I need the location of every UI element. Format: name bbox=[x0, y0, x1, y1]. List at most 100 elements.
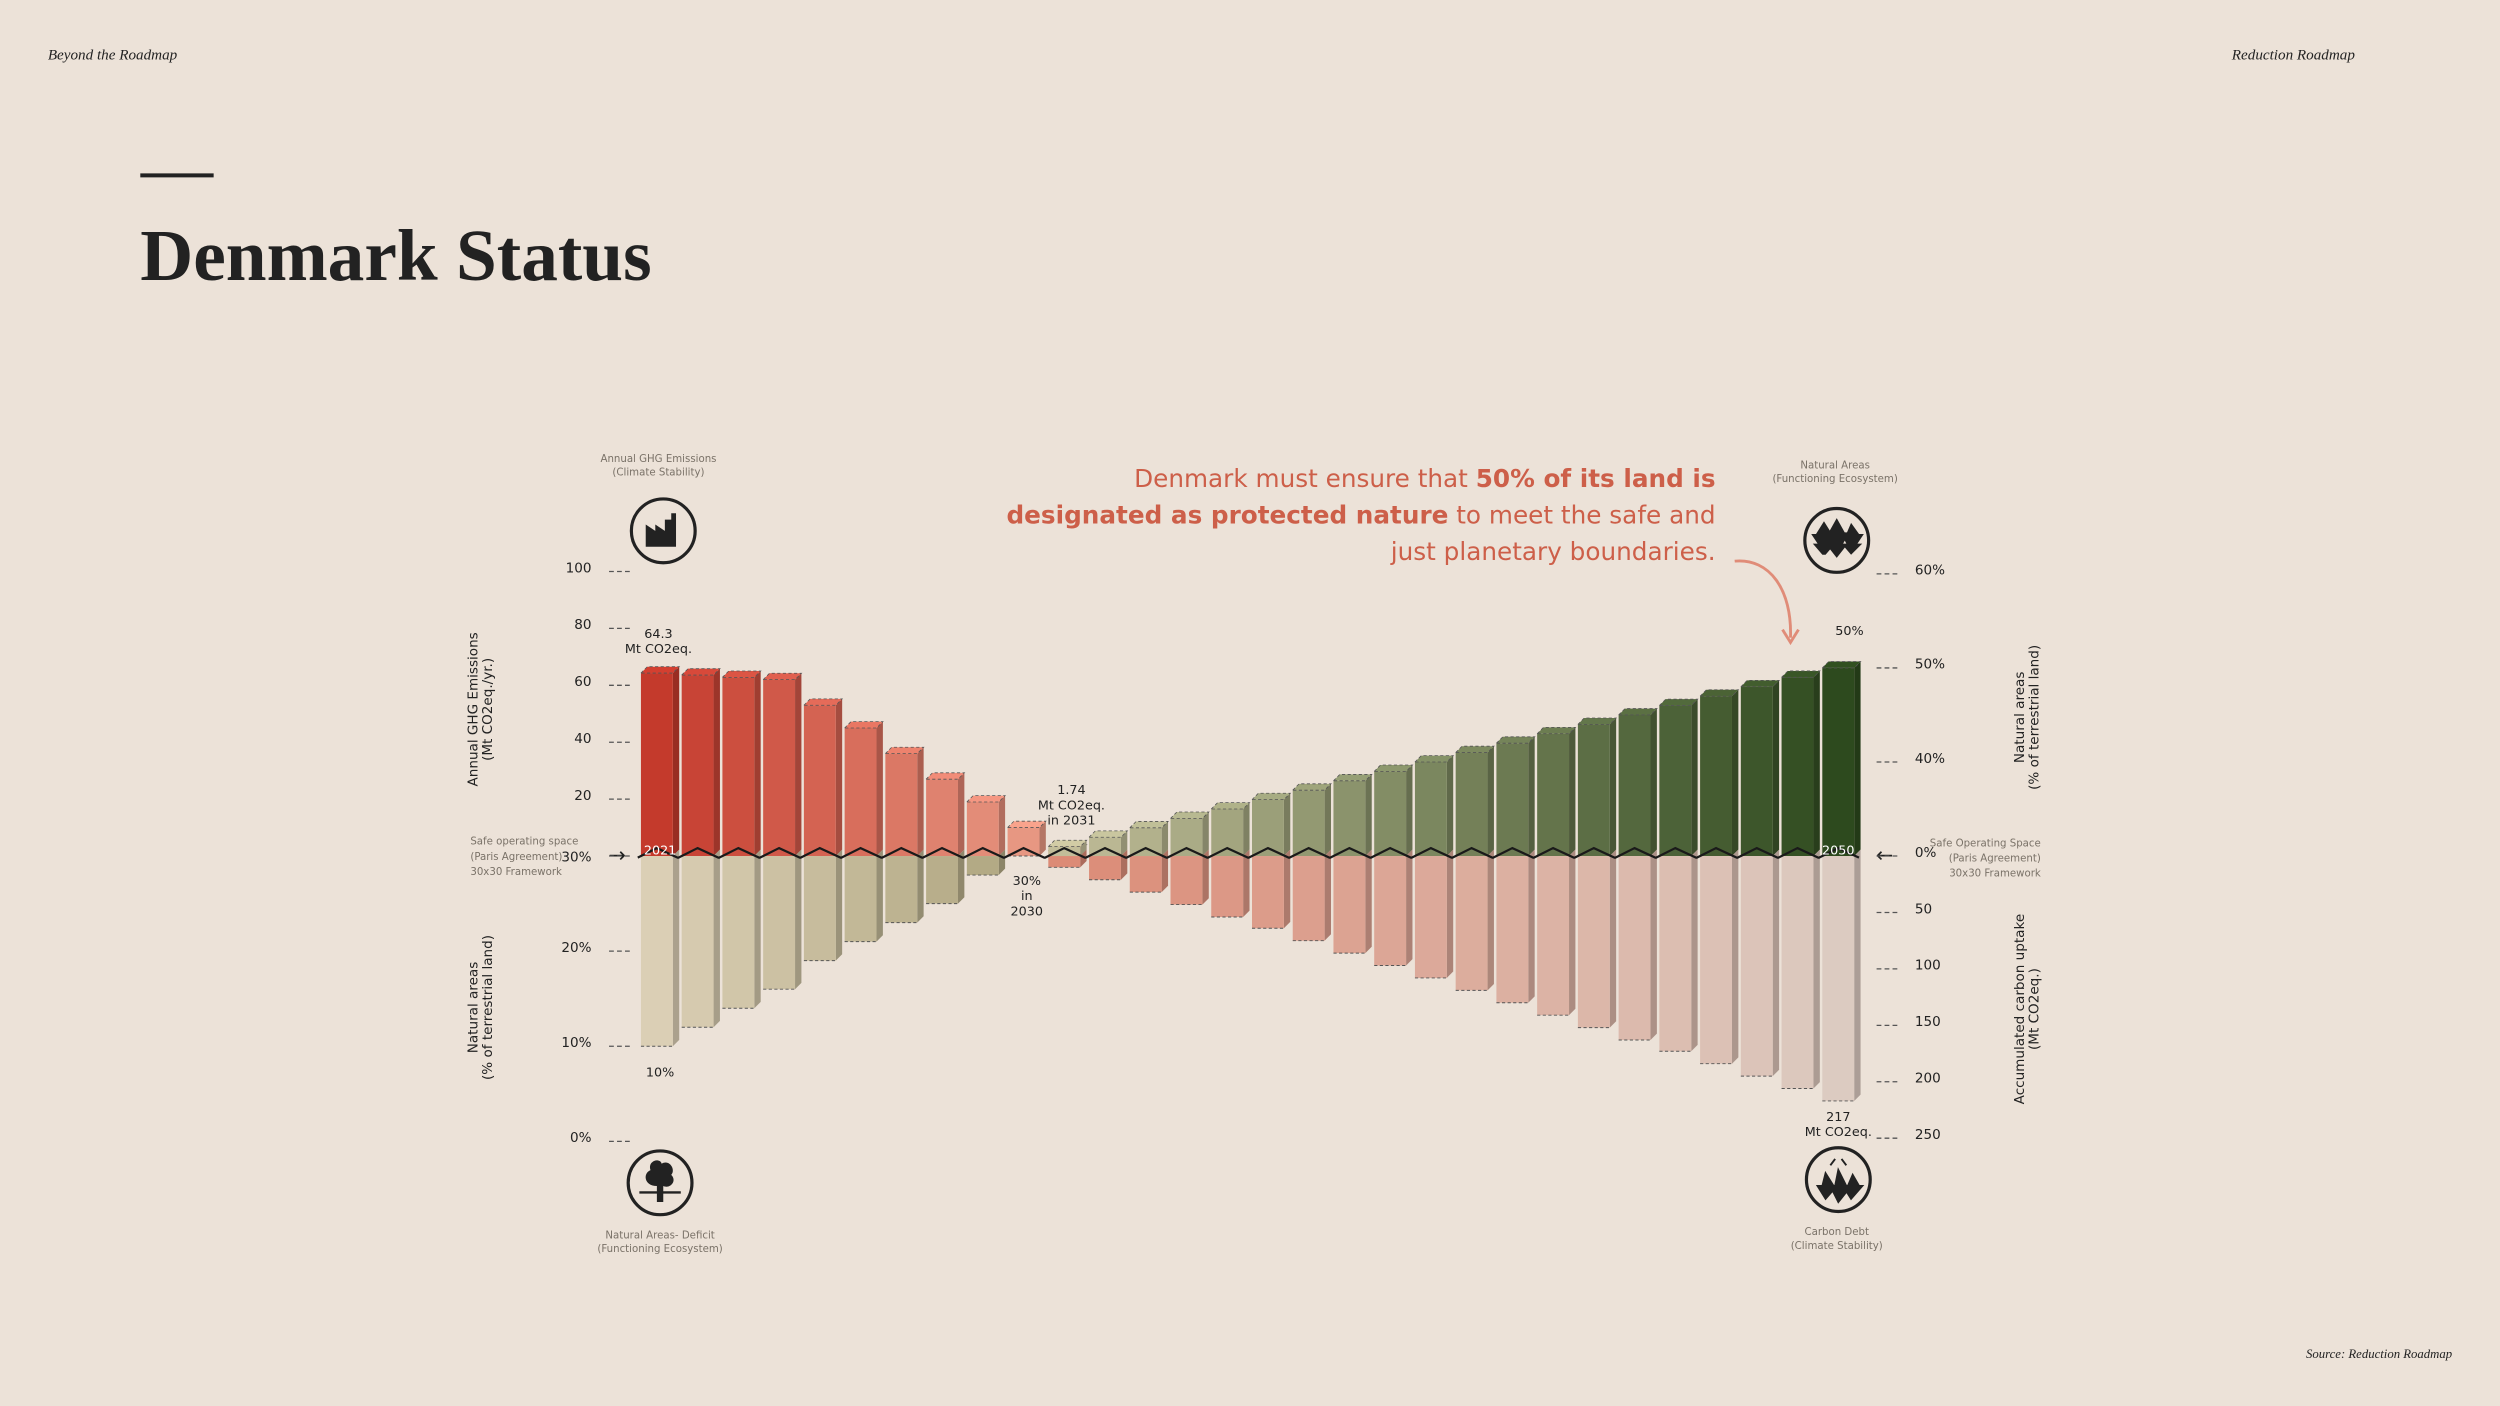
bar bbox=[763, 679, 796, 857]
bar bbox=[1414, 761, 1447, 857]
bar-cap bbox=[925, 772, 966, 780]
bar bbox=[926, 856, 958, 904]
icon-caption: Carbon Debt bbox=[1804, 1227, 1869, 1238]
bar bbox=[1292, 790, 1325, 857]
bar-cap bbox=[1169, 811, 1210, 819]
bar bbox=[681, 856, 714, 1028]
bar bbox=[1374, 771, 1407, 857]
callout-arrowhead bbox=[1781, 628, 1800, 646]
bar-cap bbox=[1006, 820, 1047, 828]
bar-side bbox=[1283, 793, 1291, 857]
bar bbox=[1170, 856, 1203, 905]
bar-cap bbox=[1128, 821, 1170, 829]
callout-run: 50% of its land is bbox=[1476, 464, 1716, 493]
bar-cap bbox=[1536, 726, 1577, 735]
icon-factory bbox=[629, 497, 697, 565]
bar-side bbox=[713, 668, 720, 857]
bar-cap bbox=[1088, 830, 1129, 838]
bar-side bbox=[1487, 849, 1494, 991]
bar bbox=[722, 677, 755, 857]
bar bbox=[722, 856, 755, 1009]
bar-side bbox=[1365, 849, 1372, 954]
bar bbox=[1659, 856, 1692, 1052]
bar-cap bbox=[1617, 708, 1658, 716]
bar-side bbox=[1406, 849, 1413, 966]
bar-cap bbox=[680, 668, 721, 676]
header-right: Reduction Roadmap bbox=[2231, 47, 2356, 63]
bar bbox=[1455, 856, 1488, 991]
bar bbox=[1659, 705, 1692, 857]
bar-side bbox=[1650, 849, 1657, 1040]
bar bbox=[966, 856, 999, 876]
annotation: in bbox=[1021, 889, 1033, 904]
annotation: in 2031 bbox=[1047, 813, 1095, 828]
bar bbox=[1251, 799, 1284, 857]
bar-side bbox=[957, 772, 965, 857]
bar-side bbox=[1446, 755, 1454, 857]
bar-cap bbox=[1576, 717, 1618, 725]
bar-side bbox=[1854, 849, 1861, 1101]
callout-line: just planetary boundaries. bbox=[1390, 537, 1716, 566]
bar-side bbox=[1528, 849, 1535, 1003]
annotation: 50% bbox=[1835, 624, 1863, 639]
bar-side bbox=[1202, 849, 1209, 905]
safe-space-label: (Paris Agreement) bbox=[1949, 853, 2041, 864]
icon-caption: Natural Areas bbox=[1800, 460, 1870, 471]
bar-side bbox=[1283, 849, 1291, 929]
bar bbox=[1781, 856, 1814, 1089]
bar bbox=[1374, 856, 1407, 966]
tick-label: 150 bbox=[1915, 1014, 1941, 1030]
tick-label: 50 bbox=[1915, 901, 1932, 917]
callout-run: Denmark must ensure that bbox=[1134, 464, 1476, 493]
bar bbox=[1089, 856, 1121, 880]
bar bbox=[1251, 856, 1284, 929]
bar bbox=[1048, 846, 1081, 857]
icon-caption: Natural Areas- Deficit bbox=[605, 1230, 714, 1241]
arrow-left: → bbox=[608, 843, 625, 867]
bar-side bbox=[1691, 699, 1698, 857]
bar-cap bbox=[1413, 755, 1455, 763]
bar-side bbox=[795, 849, 802, 990]
bar-side bbox=[1080, 840, 1087, 857]
callout-run: to meet the safe and bbox=[1448, 500, 1715, 529]
bar-cap bbox=[1332, 774, 1373, 782]
icon-trees bbox=[1803, 506, 1871, 574]
bar-cap bbox=[1699, 689, 1740, 697]
safe-space-label: 30x30 Framework bbox=[1949, 869, 2041, 880]
tick-label: 80 bbox=[574, 617, 591, 633]
bar-side bbox=[1324, 849, 1331, 941]
annotation: 30% bbox=[1013, 874, 1041, 889]
bar bbox=[803, 856, 836, 961]
bar bbox=[1700, 696, 1732, 857]
bar-cap bbox=[843, 721, 884, 729]
bar-side bbox=[998, 795, 1006, 857]
bar-side bbox=[1120, 830, 1128, 857]
safe-space-label: (Paris Agreement) bbox=[470, 852, 562, 863]
bar-side bbox=[1365, 774, 1372, 857]
baseline bbox=[637, 846, 1860, 859]
tick-label: 100 bbox=[1915, 958, 1941, 974]
bar-cap bbox=[965, 795, 1007, 803]
bar-side bbox=[1691, 849, 1698, 1052]
bar-cap bbox=[884, 746, 925, 754]
bar bbox=[1537, 856, 1570, 1016]
bar bbox=[1618, 856, 1651, 1040]
bar-cap bbox=[1454, 745, 1495, 753]
bar-side bbox=[1731, 849, 1739, 1064]
bar-cap bbox=[1739, 679, 1781, 688]
bar-side bbox=[1406, 765, 1413, 857]
arrow-right: ← bbox=[1876, 843, 1893, 867]
annotation: 1.74 bbox=[1057, 783, 1085, 798]
annotation: 2030 bbox=[1011, 904, 1043, 919]
bar bbox=[1170, 818, 1203, 857]
bar-side bbox=[1324, 783, 1331, 857]
annotation: Mt CO2eq. bbox=[625, 642, 692, 657]
bar-side bbox=[1609, 717, 1617, 857]
bar-side bbox=[795, 673, 802, 857]
callout-line: Denmark must ensure that 50% of its land… bbox=[1134, 464, 1715, 493]
bar-side bbox=[876, 849, 883, 942]
bar-side bbox=[754, 849, 761, 1009]
annotation: Mt CO2eq. bbox=[1038, 798, 1105, 813]
